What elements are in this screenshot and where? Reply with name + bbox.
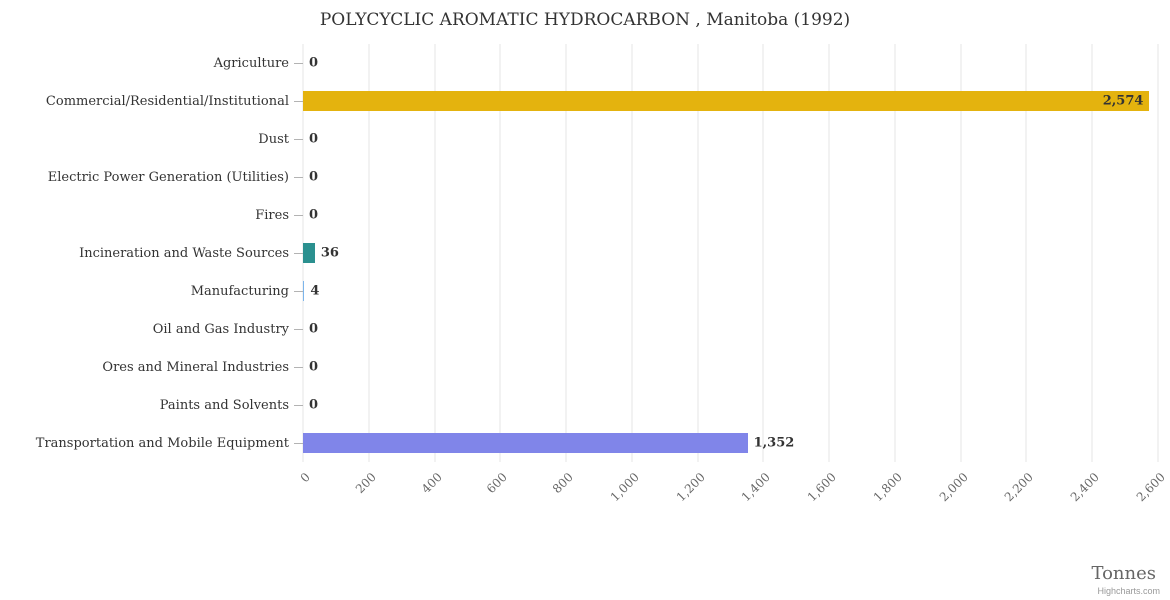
grid-line <box>631 44 633 462</box>
category-label: Fires <box>255 207 289 223</box>
category-label: Dust <box>258 131 289 147</box>
value-label: 0 <box>309 359 319 375</box>
plot-rows: Agriculture 0 Commercial/Residential/Insti… <box>0 44 1170 462</box>
bar[interactable] <box>303 243 315 263</box>
bar[interactable] <box>303 91 1150 111</box>
value-label: 4 <box>310 283 320 299</box>
category-row: Oil and Gas Industry 0 <box>0 310 1170 348</box>
chart-title: POLYCYCLIC AROMATIC HYDROCARBON , Manito… <box>319 10 851 30</box>
grid-line <box>1157 44 1159 462</box>
grid-line <box>1091 44 1093 462</box>
bar[interactable] <box>303 433 748 453</box>
value-label: 36 <box>320 245 339 261</box>
bar[interactable] <box>303 281 305 301</box>
value-label: 1,352 <box>753 435 795 451</box>
category-row: Manufacturing 4 <box>0 272 1170 310</box>
grid-line <box>368 44 370 462</box>
value-label: 0 <box>309 55 319 71</box>
category-label: Oil and Gas Industry <box>152 321 289 337</box>
bar-track: 36 <box>294 234 1158 272</box>
category-label: Electric Power Generation (Utilities) <box>47 169 289 185</box>
bar-track: 1,352 <box>294 424 1158 462</box>
category-row: Electric Power Generation (Utilities) 0 <box>0 158 1170 196</box>
value-label: 0 <box>309 131 319 147</box>
category-row: Commercial/Residential/Institutional 2,57… <box>0 82 1170 120</box>
value-label: 0 <box>309 207 319 223</box>
bar-track: 0 <box>294 120 1158 158</box>
grid-lines <box>302 44 1159 462</box>
bar-track: 0 <box>294 348 1158 386</box>
plot-rows-wrap: Agriculture 0 Commercial/Residential/Insti… <box>0 44 1170 462</box>
category-label: Manufacturing <box>190 283 289 299</box>
category-label: Ores and Mineral Industries <box>102 359 289 375</box>
bar-track: 2,574 <box>294 82 1158 120</box>
x-axis-labels: 0 200 400 600 800 1,000 1,200 1,400 1,600 1,800 2,… <box>297 470 1168 505</box>
grid-line <box>1025 44 1027 462</box>
category-label: Paints and Solvents <box>159 397 289 413</box>
bar-track: 0 <box>294 44 1158 82</box>
grid-line <box>894 44 896 462</box>
grid-line <box>565 44 567 462</box>
value-label: 0 <box>309 321 319 337</box>
value-label: 2,574 <box>1102 93 1144 109</box>
bar-track: 0 <box>294 386 1158 424</box>
category-row: Fires 0 <box>0 196 1170 234</box>
grid-line <box>828 44 830 462</box>
category-row: Ores and Mineral Industries 0 <box>0 348 1170 386</box>
grid-line <box>499 44 501 462</box>
bar-track: 0 <box>294 310 1158 348</box>
grid-line <box>697 44 699 462</box>
bar-track: 4 <box>294 272 1158 310</box>
category-label: Transportation and Mobile Equipment <box>35 435 289 451</box>
category-row: Dust 0 <box>0 120 1170 158</box>
category-label: Incineration and Waste Sources <box>79 245 289 261</box>
grid-line <box>960 44 962 462</box>
value-label: 0 <box>309 397 319 413</box>
plot-area: Agriculture 0 Commercial/Residential/Insti… <box>0 44 1170 542</box>
value-label: 0 <box>309 169 319 185</box>
category-label: Commercial/Residential/Institutional <box>45 93 289 109</box>
category-row: Agriculture 0 <box>0 44 1170 82</box>
category-row: Paints and Solvents 0 <box>0 386 1170 424</box>
grid-line <box>762 44 764 462</box>
grid-line <box>434 44 436 462</box>
category-row: Incineration and Waste Sources 36 <box>0 234 1170 272</box>
highcharts-credit[interactable]: Highcharts.com <box>1097 586 1160 596</box>
x-axis-title: Tonnes <box>1091 563 1156 584</box>
bar-track: 0 <box>294 196 1158 234</box>
category-label: Agriculture <box>213 55 289 71</box>
bar-track: 0 <box>294 158 1158 196</box>
category-row: Transportation and Mobile Equipment 1,352 <box>0 424 1170 462</box>
